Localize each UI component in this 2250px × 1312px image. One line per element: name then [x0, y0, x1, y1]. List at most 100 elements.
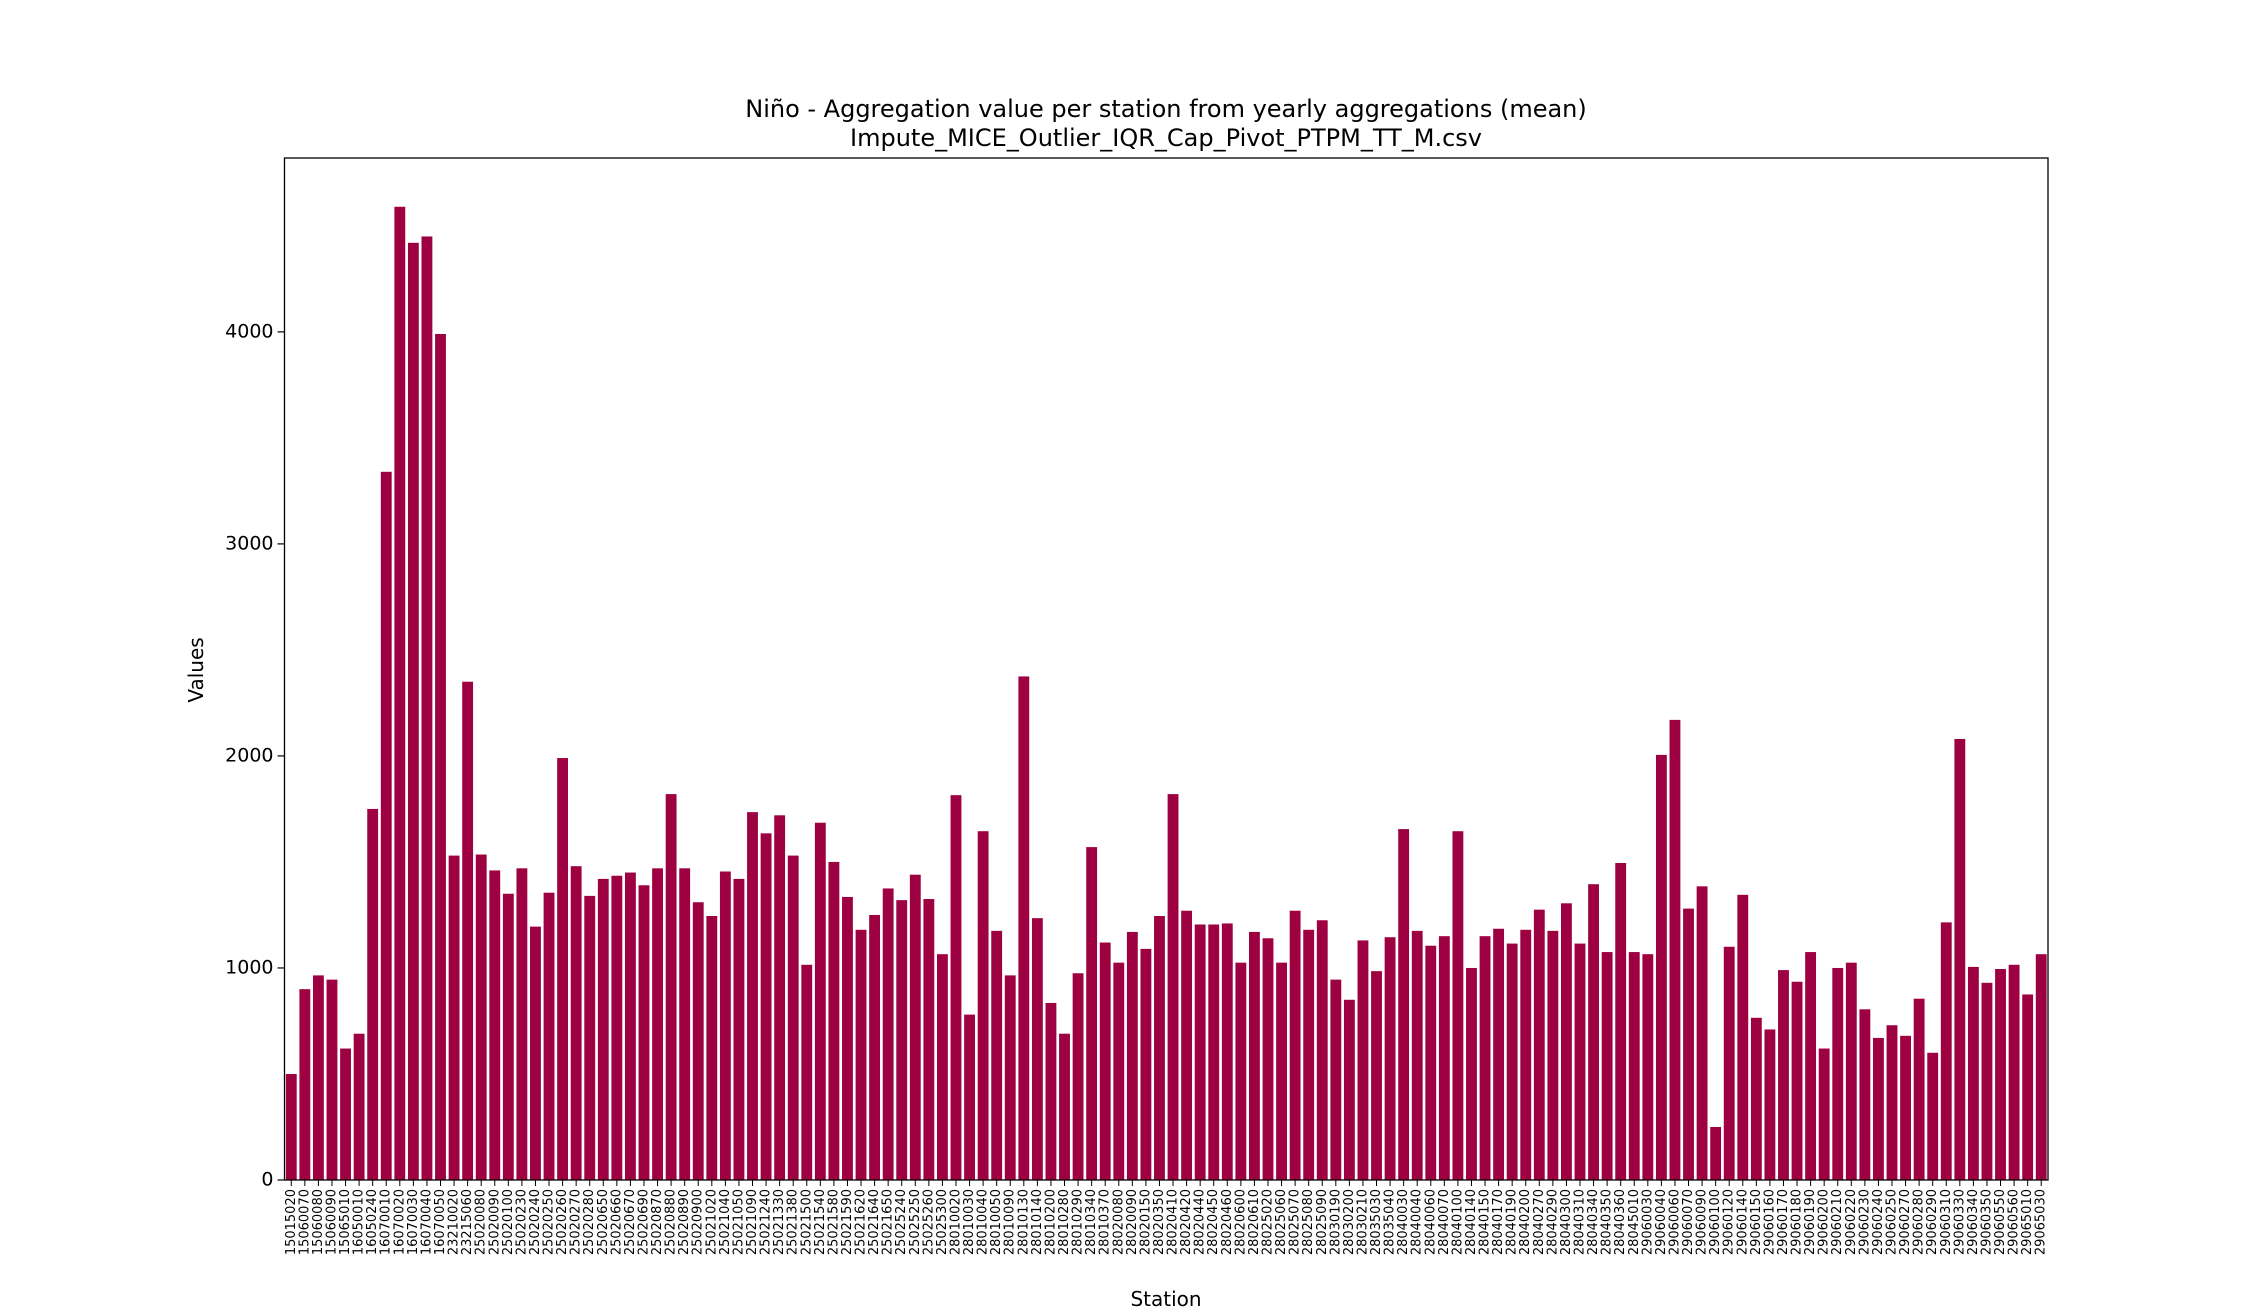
- bar: [1805, 952, 1817, 1180]
- bar: [1967, 966, 1979, 1180]
- x-tick-label: 29060060: [1667, 1189, 1682, 1255]
- bar: [1031, 918, 1043, 1180]
- x-tick-label: 28040270: [1532, 1189, 1547, 1255]
- x-tick-label: 29060220: [1844, 1189, 1859, 1255]
- bar: [543, 892, 555, 1180]
- bar: [1927, 1052, 1939, 1180]
- x-tick-label: 28010020: [948, 1189, 963, 1255]
- x-tick-label: 29060100: [1708, 1189, 1723, 1255]
- x-tick-label: 28010370: [1098, 1189, 1113, 1255]
- x-tick-label: 28010280: [1057, 1189, 1072, 1255]
- x-tick-label: 25021050: [731, 1189, 746, 1255]
- bar: [1696, 886, 1708, 1180]
- bar: [936, 954, 948, 1180]
- x-tick-label: 28040300: [1559, 1189, 1574, 1255]
- x-tick-label: 25020090: [487, 1189, 502, 1255]
- bar: [2035, 954, 2047, 1180]
- bar: [1547, 930, 1559, 1180]
- y-axis-label: Values: [184, 637, 208, 702]
- x-tick-label: 25021380: [786, 1189, 801, 1255]
- bar: [1642, 954, 1654, 1180]
- x-tick-label: 25020270: [569, 1189, 584, 1255]
- bar: [1289, 910, 1301, 1180]
- bar: [1913, 998, 1925, 1180]
- bar: [1506, 943, 1518, 1180]
- bar: [1601, 952, 1613, 1180]
- chart-title: Niño - Aggregation value per station fro…: [745, 95, 1587, 123]
- bar: [1181, 910, 1193, 1180]
- bar: [747, 812, 758, 1180]
- bar: [1981, 982, 1993, 1180]
- bar: [502, 893, 514, 1180]
- bar: [1398, 829, 1410, 1180]
- bar: [285, 1073, 297, 1180]
- x-tick-label: 25020650: [596, 1189, 611, 1255]
- bar: [557, 758, 569, 1180]
- bar: [2008, 964, 2020, 1180]
- x-tick-label: 28030200: [1342, 1189, 1357, 1255]
- x-tick-label: 25020100: [501, 1189, 516, 1255]
- bar: [435, 333, 446, 1180]
- bar: [407, 242, 419, 1180]
- bar: [1900, 1035, 1911, 1180]
- x-tick-label: 29060210: [1830, 1189, 1845, 1255]
- x-tick-label: 28010130: [1016, 1189, 1031, 1255]
- bar: [1004, 975, 1016, 1180]
- bar: [1384, 937, 1396, 1180]
- x-tick-label: 28025070: [1288, 1189, 1303, 1255]
- bar: [312, 975, 324, 1180]
- bar: [1886, 1025, 1898, 1180]
- bar: [1561, 903, 1572, 1180]
- x-tick-label: 29060120: [1722, 1189, 1737, 1255]
- x-tick-label: 28010040: [976, 1189, 991, 1255]
- x-tick-label: 28040350: [1600, 1189, 1615, 1255]
- bar: [706, 916, 718, 1180]
- x-tick-label: 28040340: [1586, 1189, 1601, 1255]
- x-tick-label: 25021580: [826, 1189, 841, 1255]
- x-tick-label: 28010200: [1043, 1189, 1058, 1255]
- x-tick-label: 25020690: [636, 1189, 651, 1255]
- x-tick-label: 25021540: [813, 1189, 828, 1255]
- x-axis-label: Station: [1130, 1287, 1201, 1311]
- x-tick-label: 28010340: [1084, 1189, 1099, 1255]
- bar: [1235, 962, 1247, 1180]
- x-tick-label: 29060090: [1695, 1189, 1710, 1255]
- bar: [1995, 969, 2006, 1180]
- x-tick-label: 28020450: [1206, 1189, 1221, 1255]
- bar: [855, 929, 867, 1180]
- bar: [530, 926, 541, 1180]
- bar: [475, 854, 487, 1180]
- x-tick-label: 28035030: [1369, 1189, 1384, 1255]
- bar: [380, 471, 392, 1180]
- x-tick-label: 29065010: [2020, 1189, 2035, 1255]
- x-tick-label: 28020440: [1193, 1189, 1208, 1255]
- bar: [1737, 894, 1749, 1180]
- bar: [1357, 940, 1369, 1180]
- x-tick-label: 28040150: [1478, 1189, 1493, 1255]
- bar: [1940, 922, 1952, 1180]
- plot-frame: [283, 157, 2049, 1181]
- bar: [1330, 979, 1342, 1180]
- x-tick-label: 25021090: [745, 1189, 760, 1255]
- x-tick-label: 25020670: [623, 1189, 638, 1255]
- bar: [1669, 719, 1681, 1180]
- bar: [584, 895, 596, 1180]
- x-tick-label: 28020090: [1125, 1189, 1140, 1255]
- bar: [950, 795, 962, 1180]
- x-tick-label: 28040100: [1450, 1189, 1465, 1255]
- x-tick-label: 28020080: [1111, 1189, 1126, 1255]
- x-tick-label: 25021240: [759, 1189, 774, 1255]
- x-tick-label: 28010050: [989, 1189, 1004, 1255]
- x-tick-label: 28040140: [1464, 1189, 1479, 1255]
- x-tick-label: 25020870: [650, 1189, 665, 1255]
- x-tick-label: 16070030: [406, 1189, 421, 1255]
- x-tick-label: 28040170: [1491, 1189, 1506, 1255]
- x-tick-label: 25021640: [867, 1189, 882, 1255]
- bar: [923, 899, 935, 1180]
- x-tick-label: 25021590: [840, 1189, 855, 1255]
- x-tick-label: 25020900: [691, 1189, 706, 1255]
- x-tick-label: 28040310: [1572, 1189, 1587, 1255]
- x-tick-label: 28045010: [1627, 1189, 1642, 1255]
- x-tick-label: 28040290: [1545, 1189, 1560, 1255]
